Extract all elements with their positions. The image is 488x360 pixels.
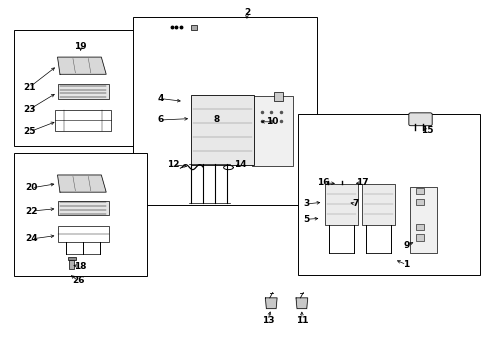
Bar bbox=[191, 95, 254, 165]
FancyBboxPatch shape bbox=[408, 113, 431, 126]
Bar bbox=[68, 257, 76, 260]
Bar bbox=[415, 224, 424, 230]
Bar bbox=[409, 187, 436, 253]
Text: 20: 20 bbox=[25, 183, 38, 192]
Bar bbox=[55, 110, 111, 131]
Text: 13: 13 bbox=[261, 315, 274, 324]
Bar bbox=[132, 18, 317, 205]
Polygon shape bbox=[58, 175, 106, 192]
Text: 26: 26 bbox=[72, 276, 84, 285]
Text: 19: 19 bbox=[74, 41, 87, 50]
Bar bbox=[251, 96, 292, 166]
Bar bbox=[191, 24, 197, 30]
Text: 11: 11 bbox=[295, 315, 307, 324]
Text: 8: 8 bbox=[213, 116, 219, 125]
Text: 22: 22 bbox=[25, 207, 38, 216]
Text: 17: 17 bbox=[355, 178, 368, 187]
Text: 2: 2 bbox=[244, 8, 249, 17]
Text: 6: 6 bbox=[157, 116, 163, 125]
Bar bbox=[415, 199, 424, 205]
Bar bbox=[14, 30, 147, 146]
Bar bbox=[58, 201, 108, 215]
Bar bbox=[58, 226, 108, 242]
Text: 4: 4 bbox=[157, 94, 163, 103]
Text: 10: 10 bbox=[266, 117, 278, 126]
Bar bbox=[58, 84, 108, 99]
Text: 12: 12 bbox=[166, 160, 179, 169]
Text: 14: 14 bbox=[234, 160, 246, 169]
Polygon shape bbox=[58, 57, 106, 74]
Text: 5: 5 bbox=[303, 215, 309, 224]
Text: 15: 15 bbox=[420, 126, 433, 135]
Polygon shape bbox=[295, 298, 307, 309]
Text: 7: 7 bbox=[351, 199, 358, 208]
Bar bbox=[14, 153, 147, 276]
Text: 25: 25 bbox=[23, 127, 36, 136]
Text: 1: 1 bbox=[403, 260, 408, 269]
Bar bbox=[415, 234, 424, 241]
Text: 9: 9 bbox=[403, 240, 409, 249]
Bar bbox=[415, 188, 424, 194]
Bar bbox=[69, 260, 74, 269]
Bar bbox=[273, 93, 283, 102]
Bar bbox=[361, 184, 394, 225]
Text: 23: 23 bbox=[23, 105, 36, 114]
Bar bbox=[297, 114, 479, 275]
Polygon shape bbox=[265, 298, 277, 309]
Text: 21: 21 bbox=[23, 83, 36, 92]
Text: 24: 24 bbox=[25, 234, 38, 243]
Bar bbox=[325, 184, 358, 225]
Text: 3: 3 bbox=[303, 199, 309, 208]
Text: 18: 18 bbox=[74, 262, 86, 271]
Text: 16: 16 bbox=[317, 178, 329, 187]
